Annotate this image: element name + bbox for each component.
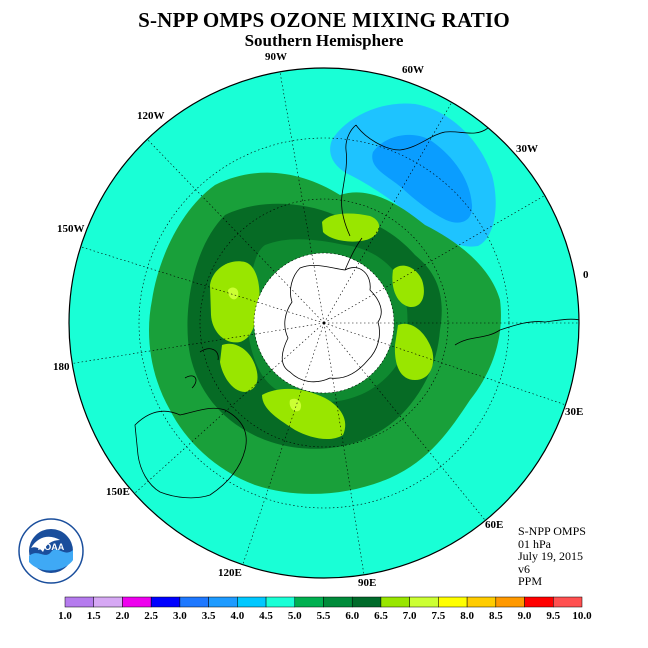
map-border [68, 67, 580, 579]
low-ozone-4-region [372, 134, 473, 223]
colorbar-tick-label: 6.5 [374, 610, 388, 622]
lon-label-0: 0 [583, 269, 589, 281]
colorbar-tick-label: 1.5 [87, 610, 101, 622]
lon-label-120e: 120E [218, 567, 242, 579]
colorbar-tick-label: 10.0 [572, 610, 592, 622]
lon-label-120w: 120W [137, 110, 165, 122]
colorbar-tick-label: 9.0 [518, 610, 532, 622]
colorbar-tick-label: 7.0 [403, 610, 417, 622]
info-date: July 19, 2015 [518, 549, 584, 563]
colorbar-swatch [122, 596, 152, 608]
map-title: S-NPP OMPS OZONE MIXING RATIO [138, 8, 510, 32]
colorbar-swatch [265, 596, 296, 608]
map-subtitle: Southern Hemisphere [244, 31, 404, 50]
colorbar-swatch [495, 596, 525, 608]
colorbar-swatch [351, 596, 382, 608]
lon-label-60e: 60E [485, 519, 503, 531]
colorbar-tick-label: 5.5 [317, 610, 331, 622]
antarctica-coastline [281, 265, 382, 383]
ozone-patch-6-5 [262, 388, 346, 440]
colorbar-swatch [237, 596, 267, 608]
australia-coastline [134, 407, 247, 499]
africa-coastline [454, 318, 579, 346]
colorbar-tick-label: 4.0 [230, 610, 244, 622]
info-version: v6 [518, 561, 530, 576]
colorbar-swatch [553, 596, 583, 608]
antarctic-peninsula [344, 237, 363, 271]
new-zealand-coastline [184, 348, 219, 389]
colorbar-tick-label: 2.5 [144, 610, 158, 622]
colorbar-tick-label: 9.5 [546, 610, 560, 622]
colorbar-tick-label: 7.5 [432, 610, 446, 622]
colorbar-swatch [323, 596, 353, 608]
colorbar-tick-label: 1.0 [58, 610, 72, 622]
colorbar-tick-label: 4.5 [259, 610, 273, 622]
pole-marker [322, 321, 326, 325]
colorbar-tick-label: 5.0 [288, 610, 302, 622]
colorbar-swatch [409, 596, 439, 608]
ozone-patch-7 [228, 287, 239, 300]
noaa-logo: NOAA [18, 518, 84, 584]
colorbar-tick-label: 2.0 [116, 610, 130, 622]
ozone-patch-6-5 [322, 213, 380, 242]
lon-label-180: 180 [53, 361, 70, 373]
colorbar-swatch [380, 596, 410, 608]
ozone-patch-6-5 [220, 343, 258, 392]
ozone-patch-6-5 [392, 265, 424, 308]
colorbar-swatch [208, 596, 238, 608]
colorbar-swatch [294, 596, 324, 608]
colorbar-swatch [438, 596, 468, 608]
colorbar-tick-label: 8.5 [489, 610, 503, 622]
colorbar-tick-label: 3.5 [202, 610, 216, 622]
colorbar-swatch [64, 596, 94, 608]
info-level: 01 hPa [518, 536, 551, 551]
lon-label-90w: 90W [265, 51, 287, 63]
colorbar-swatch [93, 596, 123, 608]
colorbar-swatch [179, 596, 209, 608]
colorbar-tick-label: 3.0 [173, 610, 187, 622]
info-units: PPM [518, 574, 543, 588]
info-instrument: S-NPP OMPS [518, 524, 586, 538]
ozone-patch-6-5 [210, 261, 260, 343]
lon-label-150e: 150E [106, 486, 130, 498]
lon-label-60w: 60W [402, 64, 424, 76]
colorbar-swatch [524, 596, 554, 608]
graticule [69, 71, 579, 576]
colorbar-swatch [466, 596, 497, 608]
colorbar-swatch [150, 596, 181, 608]
lon-label-150w: 150W [57, 223, 85, 235]
noaa-logo-text: NOAA [38, 542, 65, 552]
ozone-patch-6-5 [394, 323, 434, 380]
info-block: S-NPP OMPS 01 hPa July 19, 2015 v6 PPM [518, 525, 586, 588]
colorbar: 1.0 1.5 2.0 2.5 3.0 3.5 4.0 4.5 5.0 5.5 6.0 6.5 7.0 7… [58, 596, 592, 622]
longitude-labels: 0 30W 60W 90W 120W 150W 180 150E 120E 90… [53, 51, 589, 589]
lon-label-30w: 30W [516, 143, 538, 155]
lon-label-90e: 90E [358, 577, 376, 589]
lon-label-30e: 30E [565, 406, 583, 418]
ozone-patch-7 [289, 398, 302, 412]
colorbar-tick-label: 8.0 [460, 610, 474, 622]
south-america-coastline [341, 124, 489, 237]
colorbar-tick-label: 6.0 [345, 610, 359, 622]
